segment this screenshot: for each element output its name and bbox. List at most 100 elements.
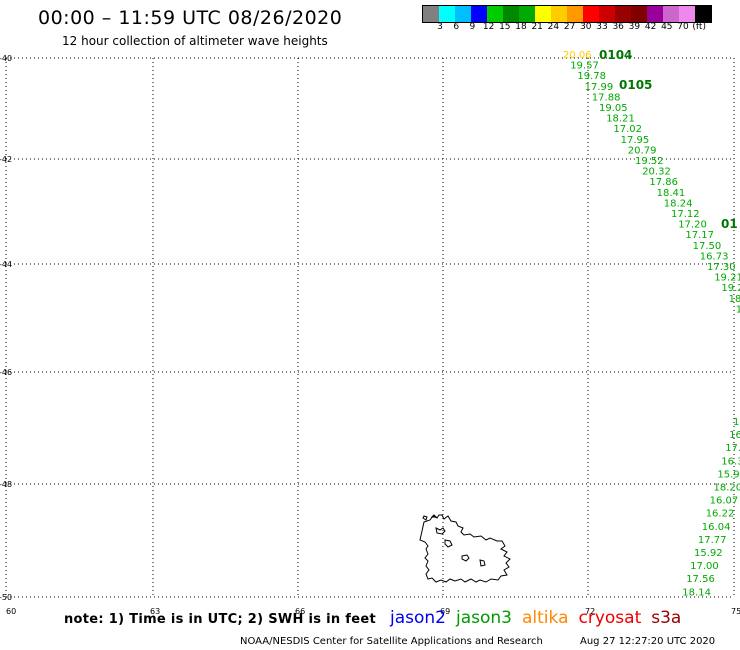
swh-value: 20.06	[563, 50, 592, 61]
color-legend	[422, 5, 712, 23]
legend-swatch	[551, 6, 567, 22]
legend-label: 42	[644, 22, 657, 32]
lon-label: 72	[585, 607, 595, 616]
swh-value: 17.86	[649, 177, 678, 188]
swh-value: 17.	[725, 443, 740, 454]
legend-swatch	[567, 6, 583, 22]
legend-label: 3	[437, 22, 443, 32]
legend-swatch	[471, 6, 487, 22]
legend-swatch	[487, 6, 503, 22]
satellite-altika: altika	[522, 608, 569, 628]
swh-value: 1	[733, 417, 739, 428]
swh-value: 17.50	[693, 241, 722, 252]
swh-value: 16.22	[706, 509, 735, 520]
legend-label: 30	[580, 22, 592, 32]
footer-timestamp: Aug 27 12:27:20 UTC 2020	[580, 636, 716, 647]
legend-swatch	[503, 6, 519, 22]
track-id-label: 01	[721, 217, 738, 231]
lon-label: 60	[6, 607, 16, 616]
swh-value: 15.97	[717, 469, 740, 480]
legend-label: 39	[628, 22, 641, 32]
legend-label: 33	[596, 22, 608, 32]
swh-value: 18.9	[729, 294, 740, 305]
legend-swatch	[535, 6, 551, 22]
swh-value: 20.32	[642, 167, 671, 178]
lat-label: -42	[0, 155, 12, 164]
swh-value: 17.95	[621, 135, 650, 146]
legend-label: 15	[499, 22, 511, 32]
swh-value: 16.73	[700, 251, 729, 262]
satellite-jason2: jason2	[390, 608, 446, 628]
swh-value: 17.17	[685, 230, 714, 241]
map-subtitle: 12 hour collection of altimeter wave hei…	[62, 34, 328, 48]
lon-label: 75	[731, 607, 740, 616]
lon-label: 66	[295, 607, 305, 616]
swh-value: 18.20	[714, 483, 740, 494]
swh-value: 17.77	[698, 535, 727, 546]
swh-value: 19.52	[635, 156, 664, 167]
lon-label: 63	[150, 607, 160, 616]
track-id-label: 0104	[599, 48, 632, 62]
kerguelen-island-outline	[419, 514, 511, 583]
track-id-label: 0105	[619, 78, 652, 92]
axis-labels: -40 -42 -44 -46 -48 -50 60 63 66 69 72 75	[0, 54, 740, 616]
legend-label: 18	[515, 22, 527, 32]
lon-label: 69	[440, 607, 450, 616]
swh-value: 19.78	[577, 71, 606, 82]
swh-value: 20.79	[628, 145, 657, 156]
legend-swatch	[519, 6, 535, 22]
swh-value: 18.41	[657, 188, 686, 199]
legend-swatch	[423, 6, 439, 22]
legend-label: (ft)	[692, 22, 706, 32]
satellite-jason3: jason3	[456, 608, 512, 628]
swh-value: 18.24	[664, 198, 693, 209]
swh-value: 16.04	[702, 522, 731, 533]
legend-label: 70	[677, 22, 689, 32]
swh-value: 17.56	[686, 574, 715, 585]
swh-value: 17.00	[690, 561, 719, 572]
swh-value: 17.99	[585, 82, 614, 93]
swh-value: 16	[736, 304, 740, 315]
legend-label: 24	[547, 22, 560, 32]
swh-value: 17.30	[707, 262, 736, 273]
swh-value: 17.02	[613, 124, 642, 135]
lat-label: -44	[0, 260, 12, 269]
swh-value: 18.21	[606, 114, 635, 125]
legend-swatch	[599, 6, 615, 22]
swh-value: 19.28	[721, 283, 740, 294]
lat-label: -48	[0, 480, 12, 489]
swh-value: 19.05	[599, 103, 628, 114]
lat-label: -50	[0, 593, 12, 602]
legend-swatch	[647, 6, 663, 22]
legend-swatch	[695, 6, 711, 22]
legend-label: 6	[453, 22, 460, 32]
swh-value: 15.92	[694, 548, 723, 559]
swh-value: 18.14	[682, 587, 711, 598]
legend-swatch	[615, 6, 631, 22]
map-title: 00:00 – 11:59 UTC 08/26/2020	[38, 7, 343, 29]
swh-value: 16.07	[710, 496, 739, 507]
legend-swatch	[439, 6, 455, 22]
swh-value: 19.21	[714, 273, 740, 284]
satellite-cryosat: cryosat	[578, 608, 642, 628]
legend-label: 9	[469, 22, 476, 32]
swh-value: 19.57	[570, 61, 599, 72]
lat-label: -46	[0, 368, 12, 377]
legend-swatch	[663, 6, 679, 22]
legend-swatch	[583, 6, 599, 22]
swh-value: 17.20	[678, 220, 707, 231]
legend-swatch	[455, 6, 471, 22]
swh-value: 16.3	[721, 456, 740, 467]
legend-label: 36	[612, 22, 624, 32]
swh-value: 16	[729, 430, 740, 441]
legend-swatch	[679, 6, 695, 22]
legend-swatch	[631, 6, 647, 22]
note-text: note: 1) Time is in UTC; 2) SWH is in fe…	[64, 612, 376, 627]
lat-label: -40	[0, 54, 12, 63]
satellite-legend: jason2 jason3 altika cryosat s3a	[390, 608, 691, 628]
footer-credit: NOAA/NESDIS Center for Satellite Applica…	[240, 636, 543, 647]
legend-label: 12	[482, 22, 495, 32]
legend-label: 27	[563, 22, 576, 32]
legend-label: 45	[661, 22, 673, 32]
